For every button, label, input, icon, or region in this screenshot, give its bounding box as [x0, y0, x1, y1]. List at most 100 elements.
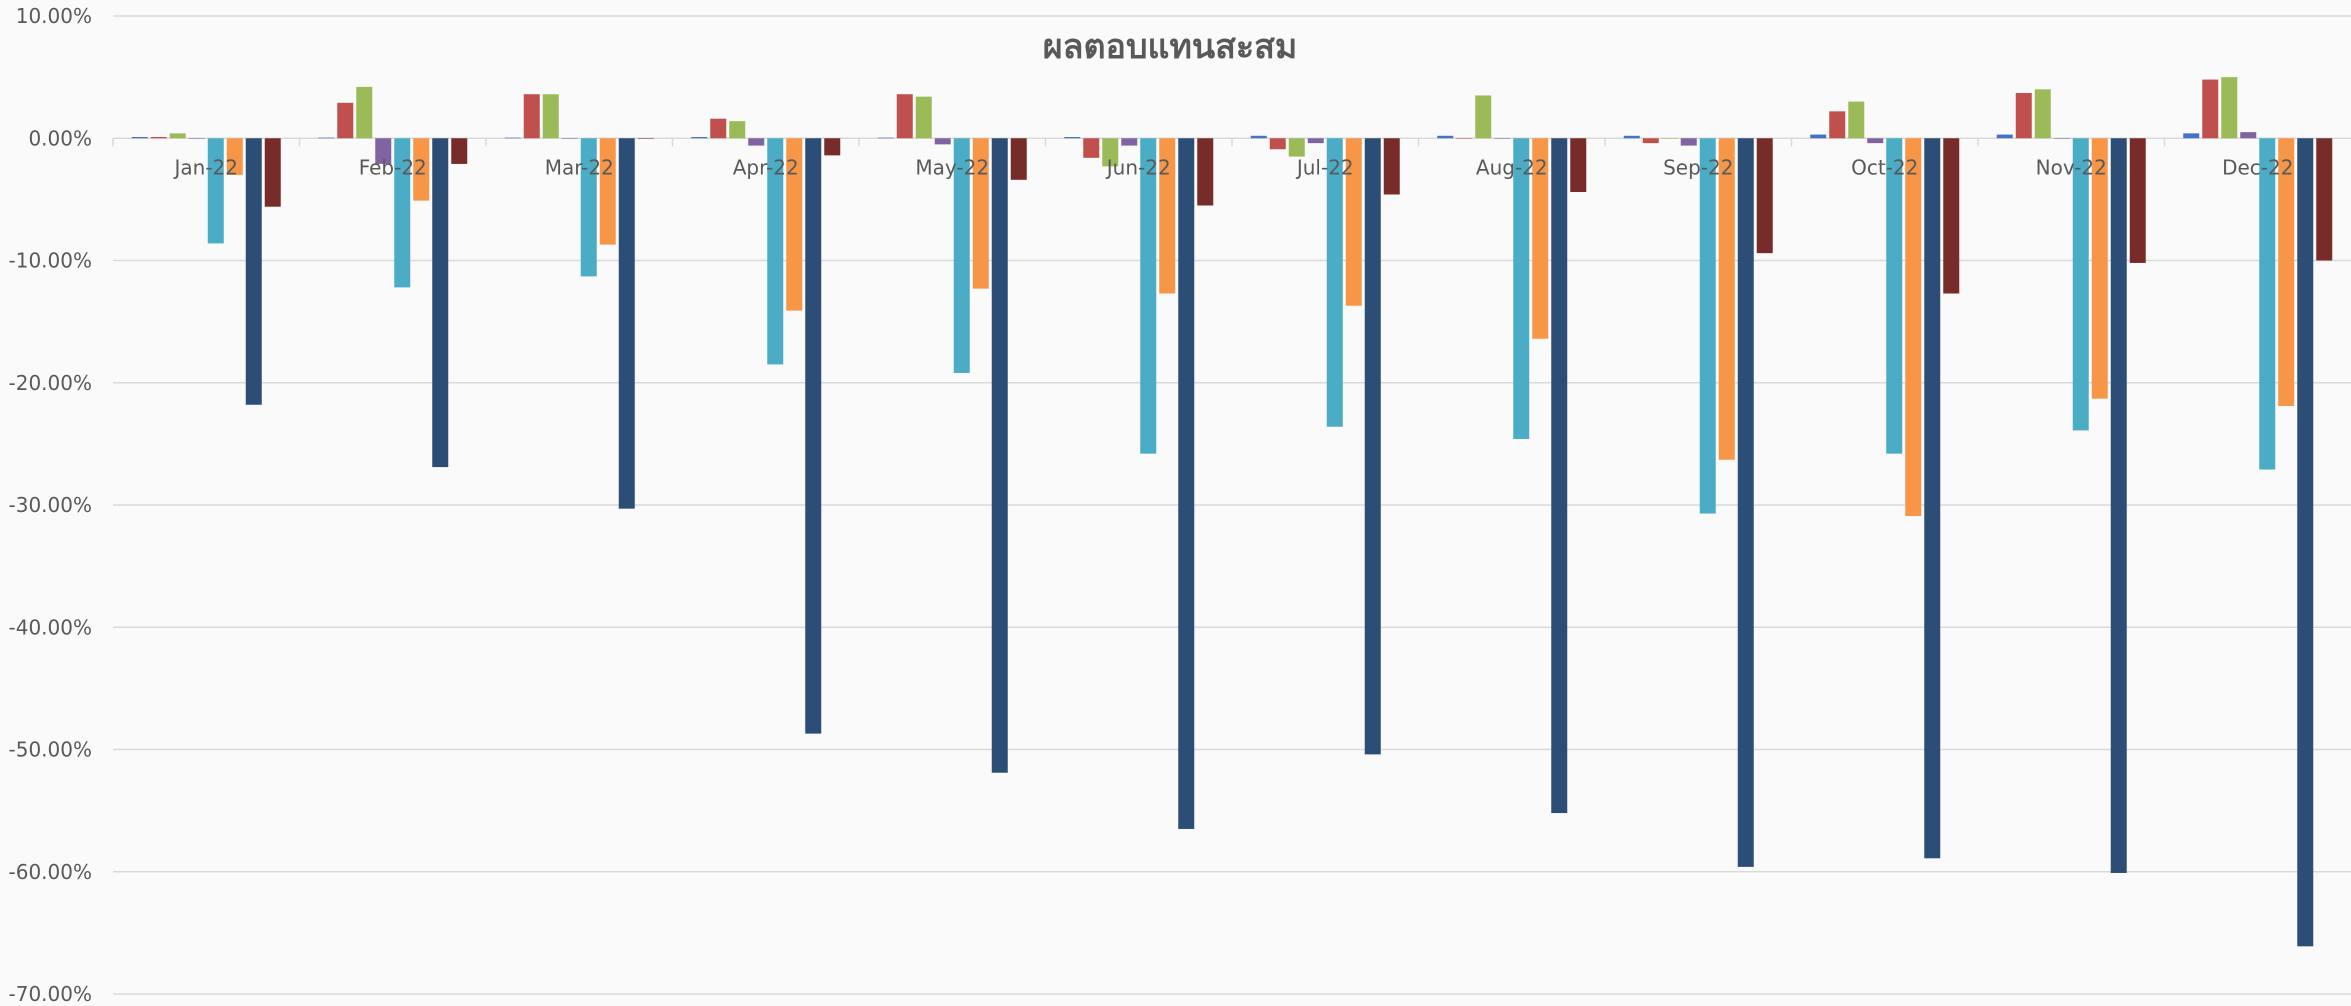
bar [1159, 138, 1176, 294]
bar [2034, 89, 2051, 139]
bar [1064, 137, 1081, 139]
bar [169, 133, 186, 139]
bar [637, 138, 654, 139]
x-category-label: May-22 [915, 155, 989, 179]
bar [1532, 138, 1549, 339]
bar [2129, 138, 2146, 263]
bar [1326, 138, 1343, 427]
bars [131, 77, 2333, 947]
bar [1943, 138, 1960, 294]
bar [1121, 138, 1138, 146]
y-tick-label: -30.00% [9, 493, 92, 517]
x-axis-categories: Jan-22 Feb-22 Mar-22 Apr-22 May-22 Jun-22 Jul-… [173, 155, 2294, 179]
gridlines [112, 15, 2351, 995]
y-tick-label: -60.00% [9, 860, 92, 884]
bar [1661, 138, 1678, 139]
bar [131, 137, 148, 139]
bar [877, 137, 894, 139]
bar [1010, 138, 1027, 180]
bar [2202, 79, 2219, 139]
x-category-label: Dec-22 [2222, 155, 2293, 179]
bar [2183, 133, 2200, 139]
bar [2240, 132, 2257, 139]
bar [318, 137, 335, 139]
bar [1867, 138, 1884, 144]
bar [1737, 138, 1754, 867]
x-category-label: Apr-22 [733, 155, 799, 179]
x-category-label: Nov-22 [2036, 155, 2107, 179]
bar [786, 138, 803, 311]
bar [2221, 77, 2238, 139]
x-category-label: Oct-22 [1851, 155, 1918, 179]
bar [972, 138, 989, 289]
bar [2259, 138, 2276, 470]
y-tick-label: 10.00% [16, 4, 92, 28]
bar [2110, 138, 2127, 873]
bar [542, 94, 559, 139]
bar [2053, 138, 2070, 139]
bar [523, 94, 540, 139]
bar [1551, 138, 1568, 814]
bar [580, 138, 597, 277]
bar [1756, 138, 1773, 254]
bar [953, 138, 970, 373]
bar [1513, 138, 1530, 439]
bar [1848, 101, 1865, 139]
bar [561, 138, 578, 139]
bar [710, 118, 727, 139]
bar [1364, 138, 1381, 755]
bar [356, 86, 373, 139]
bar [915, 96, 932, 139]
x-category-label: Jan-22 [173, 155, 239, 179]
y-tick-label: -70.00% [9, 982, 92, 1006]
bar [599, 138, 616, 245]
bar [1699, 138, 1716, 514]
bar [1680, 138, 1697, 146]
bar [1383, 138, 1400, 195]
bar [805, 138, 822, 734]
bar [618, 138, 635, 509]
y-tick-label: -10.00% [9, 249, 92, 273]
bar [2091, 138, 2108, 399]
bar [824, 138, 841, 156]
bar [729, 121, 746, 139]
bar [1288, 138, 1305, 157]
bar [1642, 138, 1659, 144]
y-tick-label: -20.00% [9, 371, 92, 395]
bar [767, 138, 784, 365]
bar [226, 138, 243, 175]
bar [2015, 93, 2032, 139]
bar [2297, 138, 2314, 947]
y-tick-label: -50.00% [9, 738, 92, 762]
bar [1886, 138, 1903, 454]
bar [413, 138, 430, 201]
bar [991, 138, 1008, 773]
bar [748, 138, 765, 146]
bar [1250, 135, 1267, 139]
x-category-label: Aug-22 [1476, 155, 1548, 179]
x-category-label: Feb-22 [359, 155, 427, 179]
bar [188, 138, 205, 139]
bar [1269, 138, 1286, 150]
bar [451, 138, 468, 164]
bar [1570, 138, 1587, 193]
x-category-label: Sep-22 [1663, 155, 1733, 179]
y-axis-ticks: 10.00% 0.00% -10.00% -20.00% -30.00% -40.00% -… [9, 4, 92, 1006]
bar [691, 137, 708, 139]
bar [394, 138, 411, 288]
bar [1623, 135, 1640, 139]
x-category-label: Jun-22 [1105, 155, 1171, 179]
bar [337, 102, 354, 139]
bar [375, 138, 392, 164]
bar [432, 138, 449, 468]
bar [2072, 138, 2089, 431]
bar [245, 138, 262, 405]
bar [1456, 138, 1473, 139]
bar [1140, 138, 1157, 454]
bar [1475, 95, 1492, 139]
y-tick-label: 0.00% [28, 126, 92, 150]
bar [1345, 138, 1362, 306]
y-tick-label: -40.00% [9, 615, 92, 639]
bar [1829, 111, 1846, 139]
